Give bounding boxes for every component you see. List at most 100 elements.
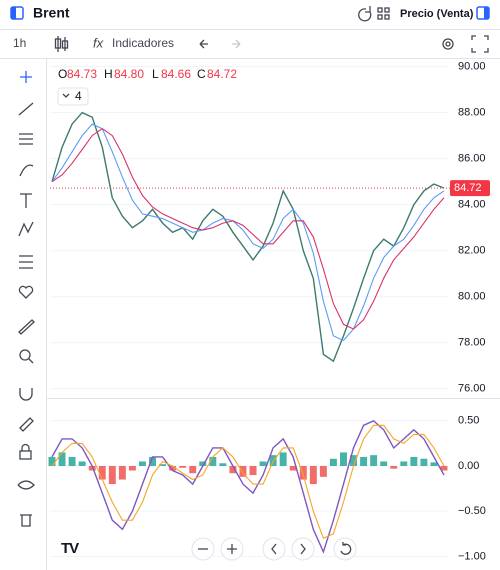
- y-tick-label: 90.00: [458, 61, 486, 73]
- histogram-bar: [350, 455, 358, 466]
- undo-icon[interactable]: [199, 39, 208, 49]
- y-tick-label: 0.50: [458, 415, 479, 427]
- histogram-bar: [189, 465, 197, 474]
- histogram-bar: [319, 465, 327, 477]
- histogram-bar: [88, 465, 96, 471]
- histogram-bar: [390, 465, 398, 469]
- settings-icon[interactable]: [442, 38, 454, 50]
- candle-type-icon[interactable]: [54, 36, 69, 52]
- fib-tool[interactable]: [19, 133, 33, 145]
- histogram-bar: [420, 458, 428, 466]
- histogram-bar: [259, 461, 267, 466]
- redo-icon[interactable]: [232, 39, 241, 49]
- histogram-bar: [118, 465, 126, 480]
- open-value: 84.73: [67, 67, 97, 81]
- y-tick-label: −0.50: [458, 505, 486, 517]
- y-tick-label: 80.00: [458, 291, 486, 303]
- studies-toggle[interactable]: [57, 87, 89, 106]
- histogram-bar: [98, 465, 106, 480]
- histogram-bar: [199, 461, 207, 466]
- open-label: O: [58, 67, 67, 81]
- histogram-bar: [239, 465, 247, 477]
- lock-draw-tool[interactable]: [19, 417, 34, 432]
- fx-icon[interactable]: fx: [93, 35, 104, 50]
- fullscreen-icon[interactable]: [471, 35, 489, 53]
- close-value: 84.72: [207, 67, 237, 81]
- scroll-right-button[interactable]: [291, 537, 315, 561]
- panel-icon-fill: [11, 7, 16, 19]
- high-value: 84.80: [114, 67, 144, 81]
- y-tick-label: 0.00: [458, 460, 479, 472]
- y-tick-label: 88.00: [458, 107, 486, 119]
- text-tool[interactable]: [20, 193, 32, 208]
- projection-tool[interactable]: [19, 255, 33, 269]
- histogram-bar: [400, 461, 408, 466]
- histogram-bar: [360, 456, 368, 466]
- lock-tool[interactable]: [19, 450, 32, 460]
- histogram-bar: [249, 465, 257, 476]
- y-tick-label: 84.00: [458, 199, 486, 211]
- histogram-bar: [159, 464, 167, 466]
- delete-tool[interactable]: [20, 514, 32, 527]
- histogram-bar: [329, 458, 337, 466]
- scroll-left-button[interactable]: [262, 537, 286, 561]
- interval[interactable]: 1h: [13, 36, 26, 50]
- ruler-tool[interactable]: [18, 319, 35, 335]
- histogram-bar: [219, 463, 227, 466]
- drawing-tools: [17, 71, 35, 527]
- series-line: [51, 128, 445, 330]
- series-line: [51, 424, 445, 540]
- y-tick-label: 86.00: [458, 153, 486, 165]
- histogram-bar: [299, 465, 307, 480]
- layout-icon[interactable]: [377, 7, 390, 20]
- y-tick-label: −1.00: [458, 550, 486, 562]
- histogram-bar: [340, 452, 347, 466]
- brush-tool[interactable]: [19, 164, 34, 177]
- histogram-bar: [410, 456, 418, 466]
- histogram-bar: [149, 456, 156, 466]
- last-price-label: 84.72: [454, 182, 482, 194]
- histogram-bar: [78, 461, 86, 466]
- refresh-icon[interactable]: [358, 6, 372, 22]
- indicators-button[interactable]: Indicadores: [112, 36, 174, 50]
- pattern-tool[interactable]: [18, 221, 34, 237]
- zoom-tool-handle: [28, 358, 34, 364]
- zoom-tool[interactable]: [19, 349, 31, 361]
- histogram-bar: [108, 465, 116, 485]
- series-line: [51, 419, 445, 554]
- close-label: C: [197, 67, 206, 81]
- visibility-tool[interactable]: [17, 480, 35, 490]
- symbol-title[interactable]: Brent: [33, 5, 70, 21]
- settings-icon-center: [445, 41, 451, 47]
- histogram-bar: [380, 461, 388, 466]
- histogram-bar: [169, 465, 177, 471]
- favorites-tool[interactable]: [18, 285, 34, 299]
- last-price-box: [450, 180, 490, 197]
- high-label: H: [104, 67, 113, 81]
- trendline-tool[interactable]: [18, 102, 34, 116]
- histogram-bar: [209, 456, 217, 466]
- series-line: [51, 111, 445, 363]
- histogram-bar: [48, 456, 56, 466]
- panel-right-fill: [484, 7, 489, 19]
- histogram-bar: [309, 465, 317, 485]
- crosshair-tool[interactable]: [20, 71, 32, 83]
- histogram-bar: [179, 465, 187, 468]
- y-tick-label: 82.00: [458, 245, 486, 257]
- chevron: [62, 93, 70, 98]
- reset-button[interactable]: [333, 537, 357, 561]
- y-tick-label: 78.00: [458, 337, 486, 349]
- studies-count: 4: [75, 89, 82, 103]
- low-value: 84.66: [161, 67, 191, 81]
- series-line: [51, 123, 445, 342]
- lock-shackle: [21, 443, 30, 451]
- magnet-tool[interactable]: [19, 388, 33, 401]
- histogram-bar: [440, 465, 448, 471]
- nav-controls: [191, 537, 357, 561]
- plot: 76.00 78.00 80.00 82.00 84.00 86.00 88.00 90.00…: [48, 61, 490, 562]
- tv-logo[interactable]: TV: [61, 540, 80, 557]
- price-type[interactable]: Precio (Venta): [400, 8, 474, 20]
- histogram-bar: [370, 455, 378, 466]
